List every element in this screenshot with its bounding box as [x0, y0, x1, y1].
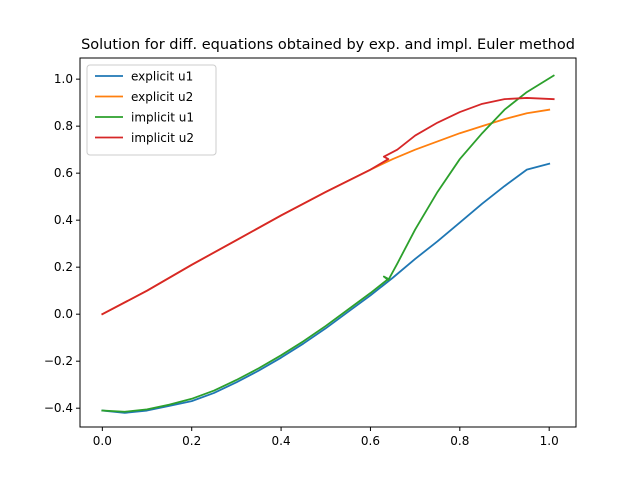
y-tick-label: −0.4: [44, 401, 73, 415]
legend-box: [86, 64, 217, 156]
plot-area: [101, 74, 555, 414]
legend-label: explicit u1: [131, 70, 193, 84]
x-tick-label: 0.8: [450, 434, 469, 448]
x-tick-label: 0.4: [272, 434, 291, 448]
x-tick-label: 0.0: [93, 434, 112, 448]
y-tick-label: −0.2: [44, 354, 73, 368]
x-tick-label: 1.0: [540, 434, 559, 448]
y-tick-label: 1.0: [54, 72, 73, 86]
legend: explicit u1 explicit u2 implicit u1 implici…: [86, 64, 217, 156]
x-tick-label: 0.6: [361, 434, 380, 448]
series-line-explicit-u1: [101, 162, 551, 414]
legend-label: implicit u1: [131, 111, 194, 125]
legend-label: explicit u2: [131, 90, 193, 104]
axes: 0.0 0.2 0.4 0.6 0.8 1.0 −0.4 −0.2 0.0 0.2 0.4 0.6 0.…: [44, 57, 577, 448]
series-line-implicit-u1: [101, 74, 555, 413]
y-tick-label: 0.4: [54, 213, 73, 227]
axes-frame: [79, 57, 577, 428]
y-tick-label: 0.0: [54, 307, 73, 321]
y-tick-label: 0.8: [54, 119, 73, 133]
x-tick-label: 0.2: [182, 434, 201, 448]
y-tick-label: 0.6: [54, 166, 73, 180]
chart-title: Solution for diff. equations obtained by…: [81, 37, 575, 53]
y-tick-label: 0.2: [54, 260, 73, 274]
legend-label: implicit u2: [131, 131, 194, 145]
series-lines: [101, 74, 555, 414]
series-line-implicit-u2: [101, 97, 555, 316]
